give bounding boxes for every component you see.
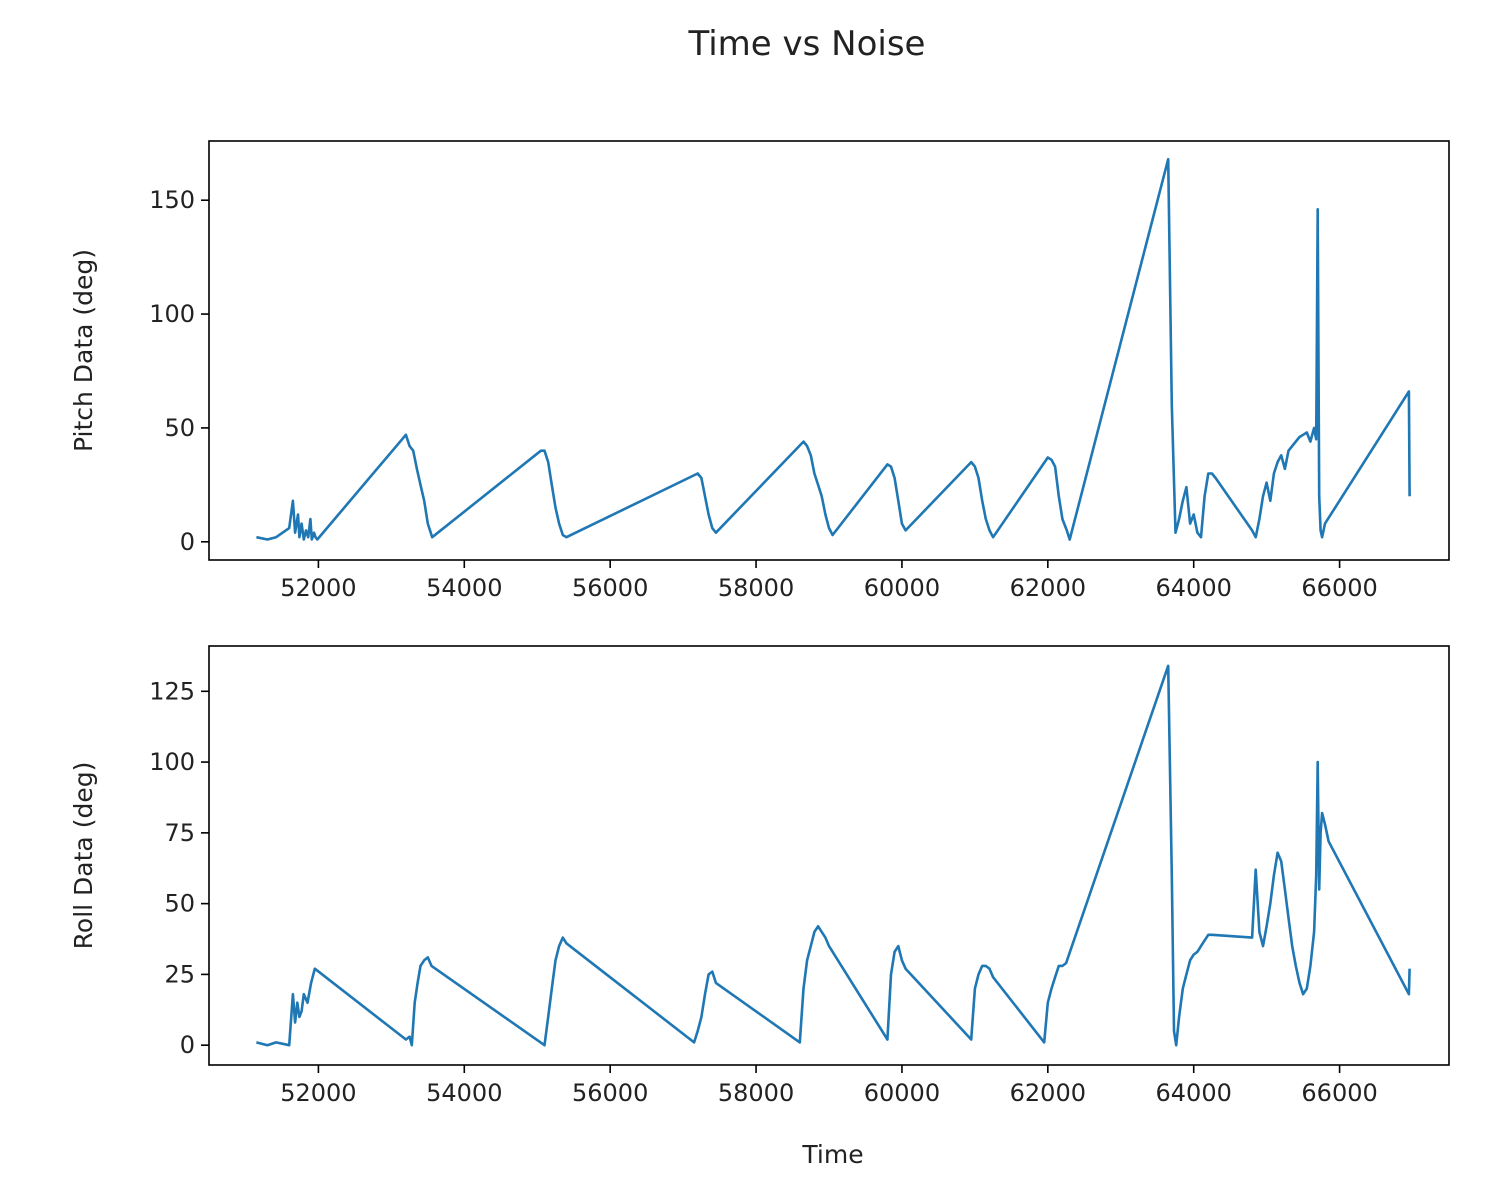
pitch-x-tick-label: 62000 <box>1010 574 1086 602</box>
roll-y-tick-label: 75 <box>164 819 195 847</box>
roll-x-tick-label: 66000 <box>1301 1079 1377 1107</box>
pitch-y-tick-label: 150 <box>149 186 195 214</box>
pitch-y-axis-label: Pitch Data (deg) <box>69 249 98 452</box>
roll-y-axis-label: Roll Data (deg) <box>69 762 98 950</box>
roll-x-tick-label: 62000 <box>1010 1079 1086 1107</box>
roll-series-line <box>256 664 1411 1047</box>
roll-x-tick-label: 64000 <box>1156 1079 1232 1107</box>
pitch-x-tick-label: 60000 <box>864 574 940 602</box>
pitch-x-tick-label: 56000 <box>572 574 648 602</box>
roll-y-tick-label: 25 <box>164 960 195 988</box>
pitch-x-tick-label: 58000 <box>718 574 794 602</box>
pitch-series-line <box>256 157 1411 541</box>
pitch-x-tick-label: 52000 <box>280 574 356 602</box>
roll-x-tick-label: 56000 <box>572 1079 648 1107</box>
pitch-y-tick-label: 50 <box>164 414 195 442</box>
roll-x-tick-label: 60000 <box>864 1079 940 1107</box>
pitch-x-tick-label: 66000 <box>1301 574 1377 602</box>
roll-y-tick-label: 100 <box>149 748 195 776</box>
pitch-x-tick-label: 64000 <box>1156 574 1232 602</box>
roll-x-tick-label: 52000 <box>280 1079 356 1107</box>
pitch-y-tick-label: 0 <box>180 528 195 556</box>
pitch-x-tick-label: 54000 <box>426 574 502 602</box>
chart-title: Time vs Noise <box>688 24 926 64</box>
roll-subplot: 52000 54000 56000 58000 60000 62000 64000 66000… <box>69 645 1450 1169</box>
pitch-y-tick-label: 100 <box>149 300 195 328</box>
roll-x-axis-label: Time <box>801 1140 863 1169</box>
pitch-subplot: 52000 54000 56000 58000 60000 62000 64000 66000… <box>69 140 1450 602</box>
roll-x-tick-label: 54000 <box>426 1079 502 1107</box>
pitch-axes-frame <box>208 140 1450 561</box>
roll-y-tick-label: 50 <box>164 890 195 918</box>
roll-x-tick-label: 58000 <box>718 1079 794 1107</box>
roll-y-tick-label: 125 <box>149 677 195 705</box>
roll-y-tick-label: 0 <box>180 1031 195 1059</box>
roll-axes-frame <box>208 645 1450 1066</box>
